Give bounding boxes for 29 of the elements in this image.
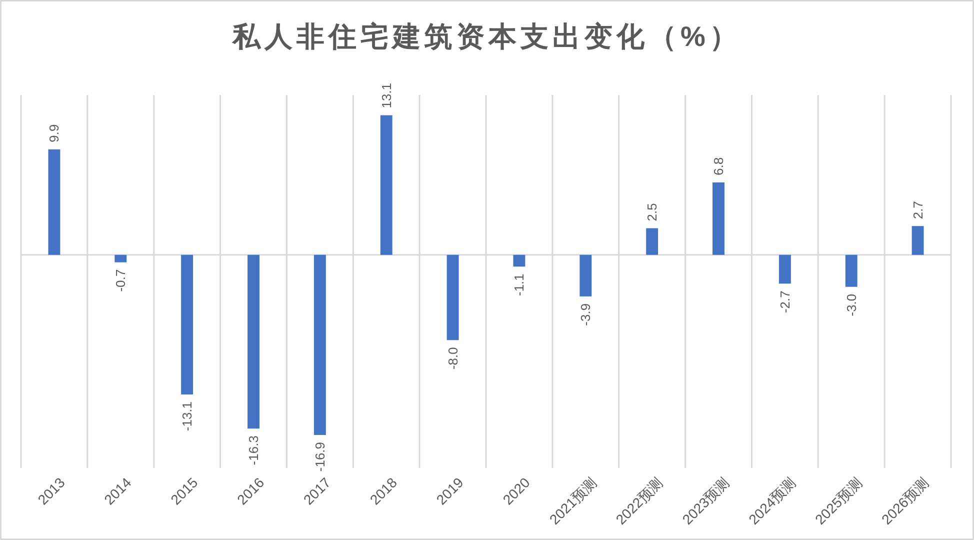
data-label: -16.9 [312,442,328,472]
bar [778,254,791,284]
data-label: 13.1 [378,82,394,108]
data-label: 6.8 [711,157,726,176]
data-label: -16.3 [246,436,261,466]
bar [513,254,526,267]
bar [380,115,392,255]
data-label: 2.5 [644,203,660,222]
data-label: -2.7 [777,290,792,314]
bar [314,254,326,435]
bar [712,182,724,255]
bar [114,254,127,262]
data-label: -3.0 [844,294,859,316]
bar [181,254,194,394]
bar [580,254,592,296]
bar [446,254,459,340]
data-label: -8.0 [445,347,460,370]
data-label: 2.7 [910,201,926,220]
data-label: -3.9 [578,303,594,326]
bar [248,254,260,429]
data-label: 9.9 [46,124,62,142]
bar [912,226,924,255]
bar [845,254,858,287]
bar [48,149,60,255]
chart-title: 私人非住宅建筑资本支出变化（%） [232,21,742,52]
bar [646,228,658,255]
data-label: -0.7 [113,269,128,292]
data-label: -1.1 [512,274,527,296]
data-label: -13.1 [180,401,195,432]
